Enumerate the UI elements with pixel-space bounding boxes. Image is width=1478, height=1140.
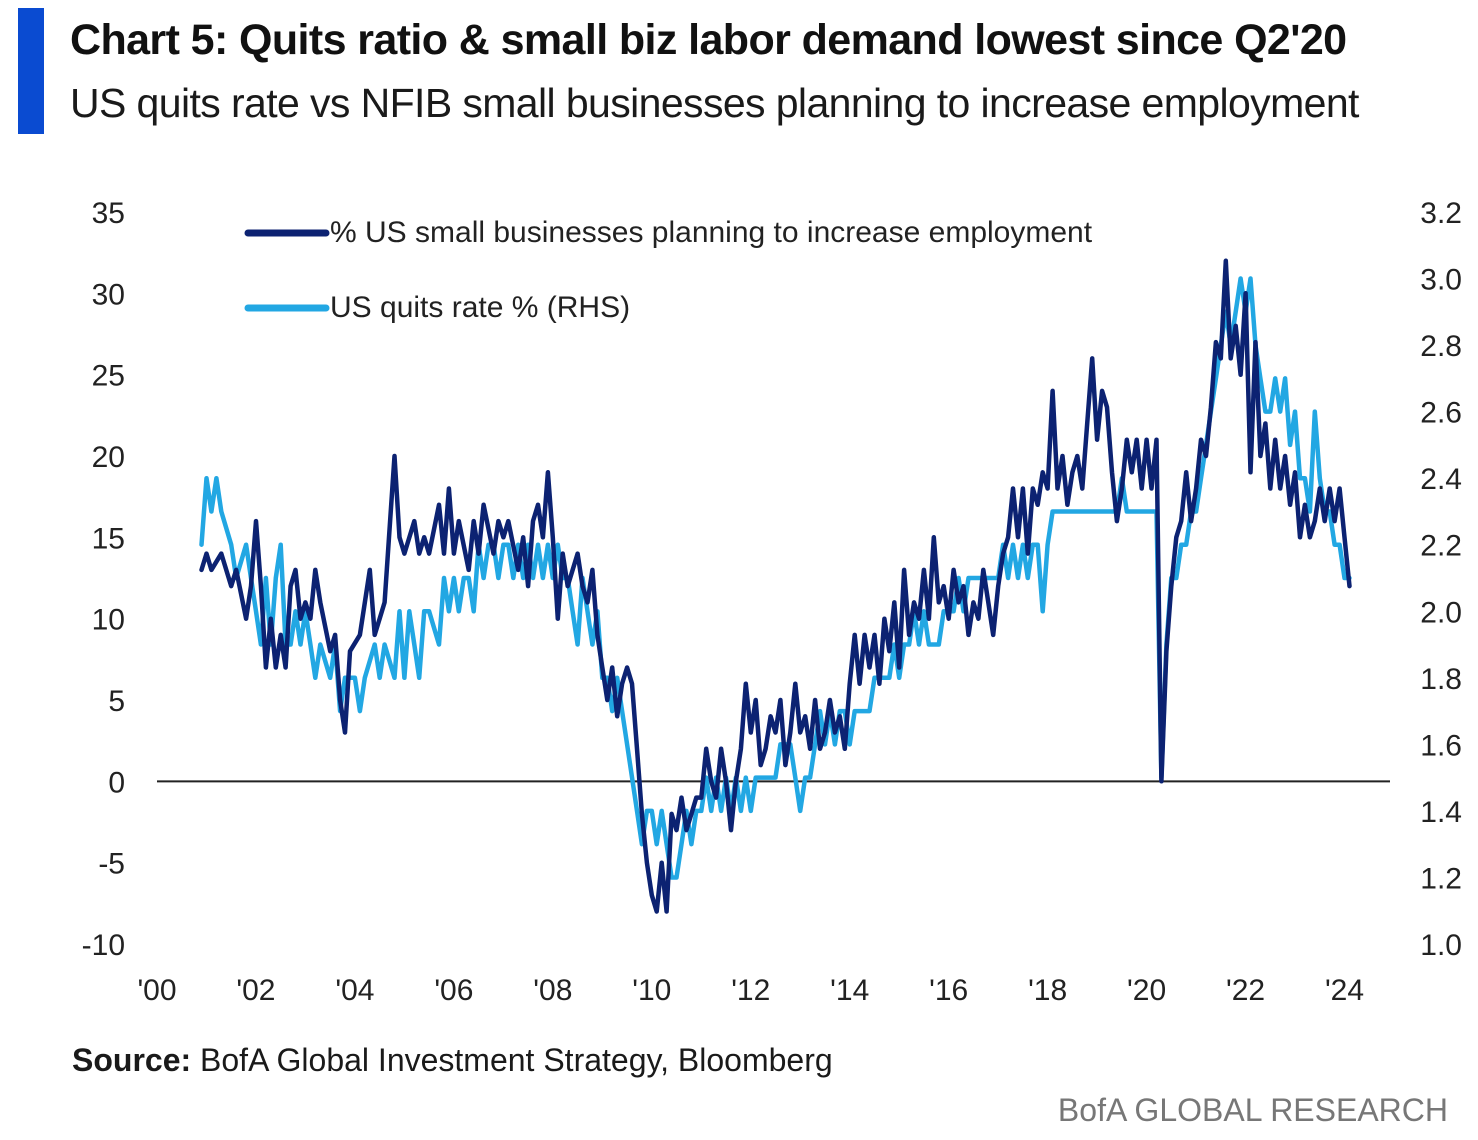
x-tick-label: '02	[236, 974, 275, 1007]
legend: % US small businesses planning to increa…	[244, 216, 1093, 324]
right-tick-label: 2.0	[1420, 596, 1462, 629]
right-tick-label: 2.4	[1420, 463, 1462, 496]
left-tick-label: 35	[92, 197, 125, 230]
x-tick-label: '14	[830, 974, 869, 1007]
x-tick-label: '10	[632, 974, 671, 1007]
left-tick-label: 0	[108, 766, 125, 799]
right-tick-label: 3.0	[1420, 264, 1462, 297]
x-tick-label: '24	[1325, 974, 1364, 1007]
series-line-employment	[199, 258, 1352, 914]
x-tick-label: '08	[533, 974, 572, 1007]
x-tick-label: '16	[929, 974, 968, 1007]
legend-label-quits: US quits rate % (RHS)	[330, 291, 630, 324]
x-tick-label: '22	[1226, 974, 1265, 1007]
x-tick-label: '00	[137, 974, 176, 1007]
source-label: Source:	[72, 1042, 192, 1078]
right-tick-label: 1.4	[1420, 796, 1462, 829]
x-tick-label: '04	[335, 974, 374, 1007]
left-tick-label: 15	[92, 522, 125, 555]
x-tick-label: '20	[1127, 974, 1166, 1007]
left-tick-label: -5	[98, 848, 125, 881]
x-tick-label: '12	[731, 974, 770, 1007]
source-text: BofA Global Investment Strategy, Bloombe…	[191, 1042, 833, 1078]
left-tick-label: -10	[82, 929, 125, 962]
right-tick-label: 1.8	[1420, 663, 1462, 696]
left-tick-label: 30	[92, 278, 125, 311]
left-tick-label: 20	[92, 441, 125, 474]
right-tick-label: 1.2	[1420, 862, 1462, 895]
right-tick-label: 2.6	[1420, 397, 1462, 430]
x-tick-label: '18	[1028, 974, 1067, 1007]
right-tick-label: 1.0	[1420, 929, 1462, 962]
right-tick-label: 3.2	[1420, 197, 1462, 230]
chart-subtitle: US quits rate vs NFIB small businesses p…	[70, 80, 1359, 126]
series-layer	[199, 258, 1352, 914]
chart-title: Chart 5: Quits ratio & small biz labor d…	[70, 16, 1347, 64]
right-tick-label: 2.2	[1420, 530, 1462, 563]
legend-label-employment: % US small businesses planning to increa…	[330, 216, 1093, 249]
x-tick-label: '06	[434, 974, 473, 1007]
brand-watermark: BofA GLOBAL RESEARCH	[1057, 1092, 1448, 1128]
right-tick-label: 1.6	[1420, 729, 1462, 762]
right-tick-label: 2.8	[1420, 330, 1462, 363]
source-note: Source: BofA Global Investment Strategy,…	[72, 1042, 833, 1079]
right-axis: 3.2 3.0 2.8 2.6 2.4 2.2 2.0 1.8 1.6 1.4 1.2 1.0	[1420, 197, 1462, 962]
left-tick-label: 10	[92, 604, 125, 637]
title-accent-bar	[18, 8, 44, 134]
x-axis: '00 '02 '04 '06 '08 '10 '12 '14 '16 '18 '20 '22 '24	[137, 974, 1364, 1007]
left-tick-label: 25	[92, 360, 125, 393]
left-axis: 35 30 25 20 15 10 5 0 -5 -10	[82, 197, 125, 962]
series-line-quits	[199, 276, 1352, 880]
left-tick-label: 5	[108, 685, 125, 718]
